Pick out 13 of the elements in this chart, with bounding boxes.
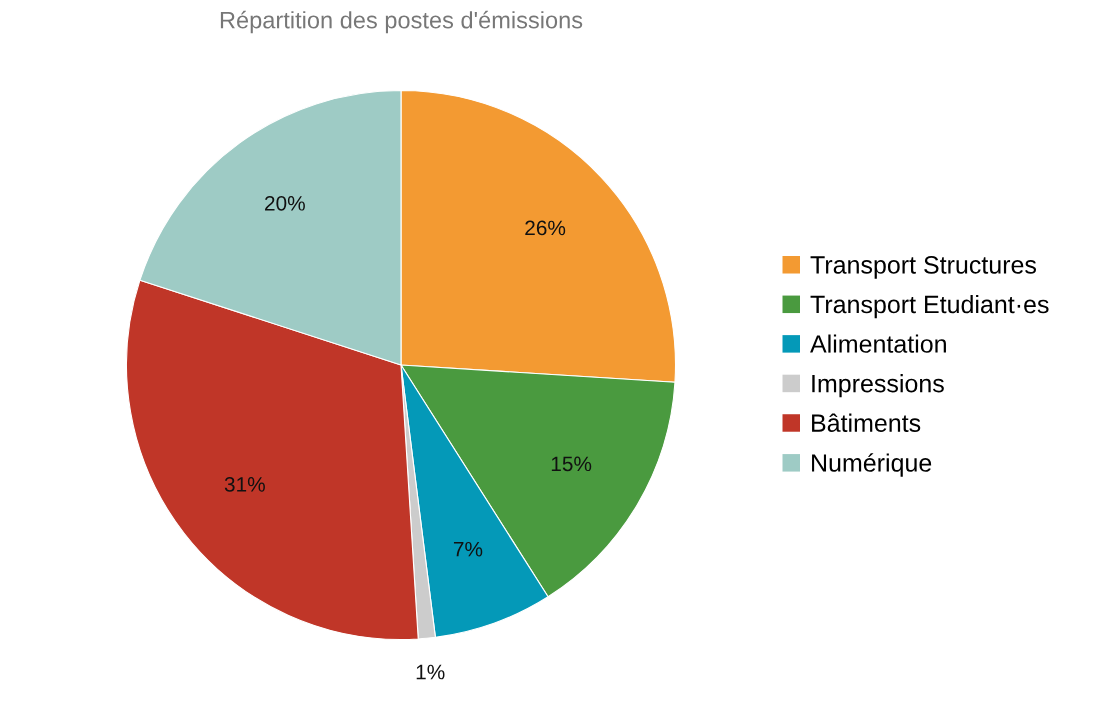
data-label: 15%	[551, 456, 592, 472]
data-label: 26%	[525, 220, 566, 236]
data-label: 1%	[416, 664, 445, 680]
legend-label: Numérique	[812, 453, 932, 477]
chart-title: Répartition des postes d'émissions	[220, 10, 583, 34]
legend-label: Transport Etudiant·es	[810, 294, 1049, 319]
data-label: 20%	[265, 195, 305, 211]
data-label: 7%	[453, 541, 483, 557]
data-label: 31%	[224, 476, 265, 492]
legend-label: Impressions	[812, 374, 944, 398]
legend-label: Bâtiments	[812, 413, 921, 432]
legend-label: Alimentation	[810, 334, 946, 353]
legend-label: Transport Structures	[810, 256, 1037, 279]
